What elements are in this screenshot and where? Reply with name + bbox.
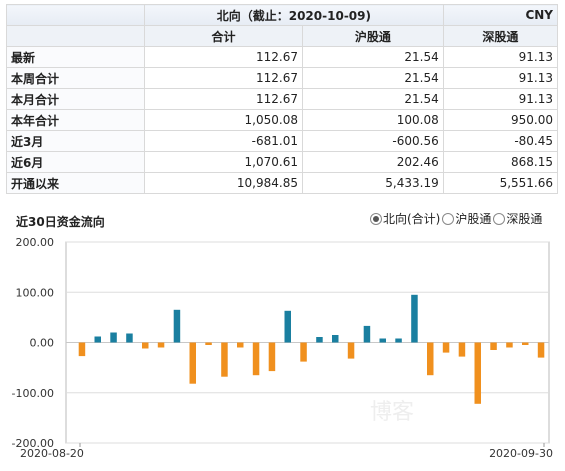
flow-bar [268, 342, 276, 372]
flow-bar-chart: 200.00 100.00 0.00 -100.00 -200.002020-08-20… [12, 236, 553, 460]
radio-label: 沪股通 [455, 212, 492, 226]
row-label: 近3月 [6, 130, 145, 152]
radio-shenzhen-connect[interactable]: 深股通 [493, 210, 542, 227]
row-label: 最新 [6, 46, 145, 68]
flow-bar [157, 342, 165, 348]
radio-northbound-total[interactable]: 北向(合计) [370, 210, 440, 227]
cell-value: 112.67 [144, 46, 303, 68]
flow-bar [78, 342, 86, 357]
table-title-row: 北向（截止：2020-10-09) CNY [6, 4, 559, 26]
radio-button-icon[interactable] [493, 212, 506, 225]
column-header: 合计 [144, 25, 303, 47]
flow-bar [363, 325, 371, 343]
cell-value: 5,433.19 [301, 172, 444, 194]
cell-value: -681.01 [144, 130, 303, 152]
hk-connect-panel: 北向（截止：2020-10-09) CNY 合计 沪股通 深股通 最新 112.… [6, 4, 559, 468]
row-label: 开通以来 [6, 172, 145, 194]
cell-value: 112.67 [144, 67, 303, 89]
flow-bar [506, 342, 513, 348]
currency-label: CNY [442, 4, 559, 26]
flow-bar [474, 342, 481, 404]
flow-bar [300, 342, 307, 362]
y-tick-label: 100.00 [16, 286, 55, 299]
capital-flow-table: 北向（截止：2020-10-09) CNY 合计 沪股通 深股通 最新 112.… [6, 4, 559, 194]
flow-bar [173, 309, 181, 343]
cell-value: 100.08 [301, 109, 444, 131]
flow-bar [395, 338, 402, 343]
cell-value: 1,050.08 [144, 109, 303, 131]
flow-bar [442, 342, 450, 353]
radio-label: 深股通 [506, 212, 543, 226]
flow-bar [252, 342, 260, 376]
flow-bar [332, 335, 339, 343]
cell-value: 202.46 [301, 151, 444, 173]
cell-value: -80.45 [442, 130, 559, 152]
flow-bar [537, 342, 545, 358]
radio-button-icon[interactable] [442, 212, 455, 225]
cell-value: 21.54 [301, 67, 444, 89]
cell-value: 868.15 [442, 151, 559, 173]
table-row: 开通以来 10,984.85 5,433.19 5,551.66 [6, 172, 559, 194]
flow-bar [522, 342, 529, 345]
table-title: 北向（截止：2020-10-09) [144, 4, 444, 26]
table-row: 本年合计 1,050.08 100.08 950.00 [6, 109, 559, 131]
flow-bar [490, 342, 497, 350]
header-empty [6, 25, 145, 47]
cell-value: 10,984.85 [144, 172, 303, 194]
flow-bar [94, 336, 101, 343]
radio-label: 北向(合计) [383, 212, 441, 226]
x-end-label: 2020-09-30 [489, 447, 553, 460]
cell-value: 112.67 [144, 88, 303, 110]
flow-bar [284, 310, 291, 343]
series-selector: 北向(合计) 沪股通 深股通 [370, 210, 542, 227]
cell-value: 91.13 [442, 67, 559, 89]
row-label: 近6月 [6, 151, 145, 173]
cell-value: 21.54 [301, 46, 444, 68]
flow-bar [237, 342, 244, 348]
flow-bar [189, 342, 196, 384]
table-header-row: 合计 沪股通 深股通 [6, 25, 559, 47]
table-row: 本月合计 112.67 21.54 91.13 [6, 88, 559, 110]
cell-value: 950.00 [442, 109, 559, 131]
y-tick-label: 200.00 [16, 236, 55, 249]
row-label: 本月合计 [6, 88, 145, 110]
x-start-label: 2020-08-20 [20, 447, 84, 460]
cell-value: 5,551.66 [442, 172, 559, 194]
flow-bar [110, 332, 117, 343]
row-label: 本周合计 [6, 67, 145, 89]
flow-bar [316, 337, 323, 343]
flow-bar [126, 333, 133, 343]
table-row: 近3月 -681.01 -600.56 -80.45 [6, 130, 559, 152]
radio-shanghai-connect[interactable]: 沪股通 [442, 210, 491, 227]
flow-bar [427, 342, 434, 376]
y-tick-label: -200.00 [12, 437, 54, 450]
cell-value: 91.13 [442, 46, 559, 68]
cell-value: 1,070.61 [144, 151, 303, 173]
radio-button-icon[interactable] [370, 212, 382, 225]
title-spacer [6, 4, 145, 26]
flow-bar [142, 342, 149, 349]
watermark: 博客 [370, 400, 415, 425]
y-tick-label: -100.00 [12, 387, 54, 400]
flow-bar [458, 342, 466, 357]
cell-value: 91.13 [442, 88, 559, 110]
chart-section-title: 近30日资金流向 [16, 215, 105, 229]
y-tick-label: 0.00 [30, 337, 55, 350]
cell-value: -600.56 [301, 130, 444, 152]
row-label: 本年合计 [6, 109, 145, 131]
flow-bar [379, 338, 386, 343]
column-header: 沪股通 [301, 25, 444, 47]
flow-bar [411, 294, 418, 343]
table-row: 本周合计 112.67 21.54 91.13 [6, 67, 559, 89]
flow-bar [221, 342, 228, 377]
flow-bar [205, 342, 212, 345]
table-row: 最新 112.67 21.54 91.13 [6, 46, 559, 68]
cell-value: 21.54 [301, 88, 444, 110]
table-row: 近6月 1,070.61 202.46 868.15 [6, 151, 559, 173]
column-header: 深股通 [442, 25, 559, 47]
flow-bar [347, 342, 355, 359]
